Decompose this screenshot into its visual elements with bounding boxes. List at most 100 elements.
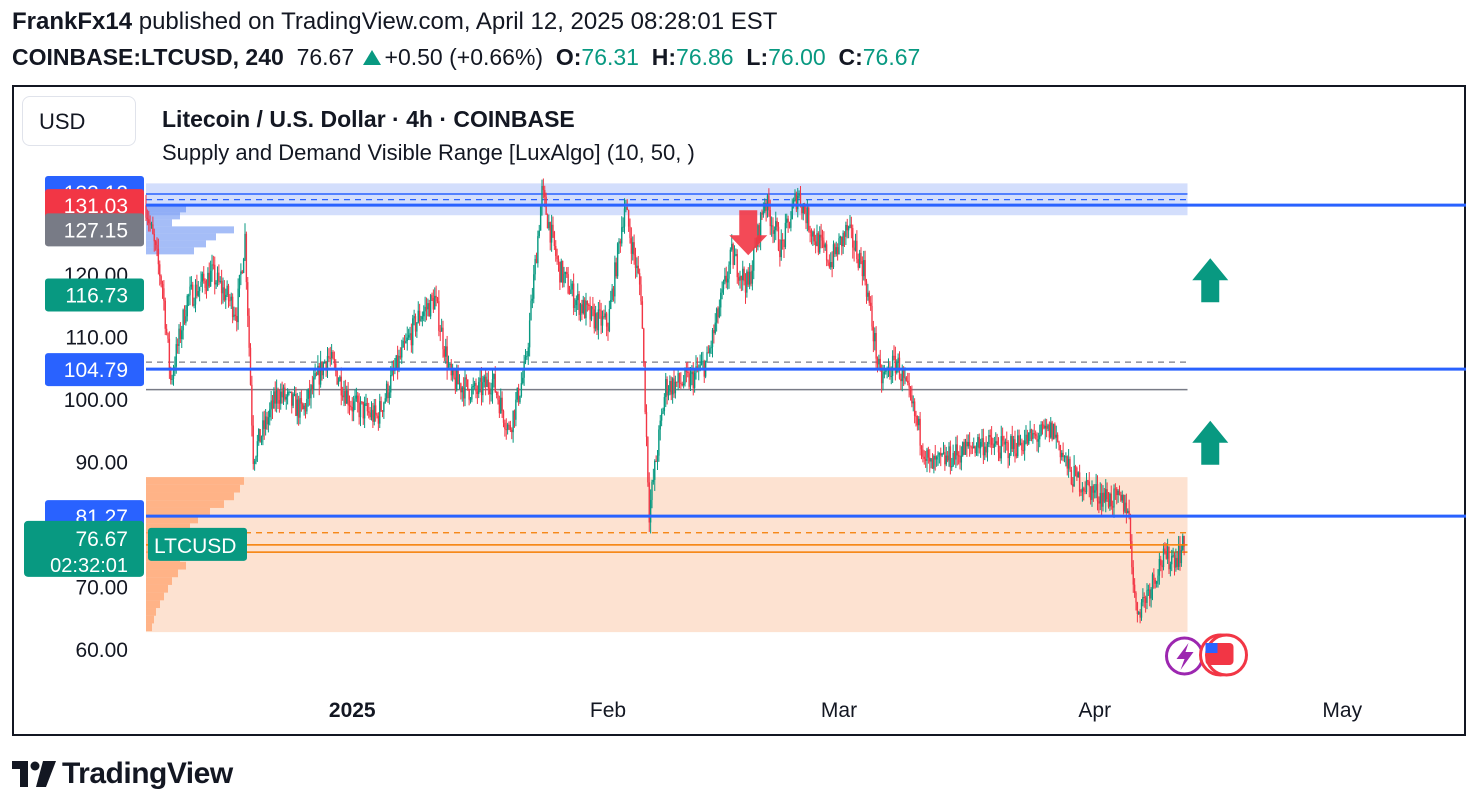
candle-body [941,453,943,456]
candle-body [1116,488,1118,496]
candle-body [1128,510,1130,518]
candle-body [384,398,386,403]
candle-body [1139,612,1141,618]
candle-body [387,383,389,399]
candle-body [924,458,927,461]
y-tick-label: 60.00 [75,639,128,662]
candle-body [1025,434,1027,441]
arrow-down-icon[interactable] [729,210,768,256]
candle-body [428,303,430,317]
candle-body [989,435,991,438]
candle-body [1062,452,1064,457]
candle-body [236,316,238,323]
candle-body [519,396,521,403]
candle-body [1171,555,1173,565]
currency-button[interactable]: USD [22,96,136,146]
candle-body [1074,466,1077,468]
candle-body [542,185,545,191]
candle-body [1052,424,1055,440]
candle-body [1168,546,1170,570]
candle-body [1143,596,1145,598]
indicator-label[interactable]: Supply and Demand Visible Range [LuxAlgo… [162,140,695,165]
candle-body [942,452,945,454]
candle-body [306,398,308,412]
candle-body [622,226,624,228]
candle-body [508,424,510,426]
candle-body [479,377,481,382]
candle-body [262,420,264,437]
demand-profile-bar [146,584,168,593]
candle-body [814,241,817,246]
candle-body [742,268,744,281]
candle-body [915,415,917,417]
candle-body [487,379,490,389]
candle-body [643,328,645,362]
candle-body [971,447,974,449]
candle-body [813,231,815,242]
candle-body [561,260,564,283]
candle-body [175,344,177,367]
candle-body [806,207,809,224]
candle-body [490,393,492,395]
current-price-badge [24,520,144,577]
arrow-up-icon[interactable] [1192,258,1229,303]
candle-body [149,223,151,225]
candle-body [827,260,829,263]
arrow-up-icon[interactable] [1192,420,1229,465]
candle-body [1124,502,1126,512]
candle-body [737,277,740,281]
candle-body [607,326,609,332]
candle-body [146,217,149,220]
candle-body [1037,439,1040,442]
candle-body [291,391,293,406]
candle-body [304,405,307,412]
candle-body [537,236,539,264]
candle-body [560,260,562,283]
candle-body [1067,458,1070,469]
candle-body [599,309,601,311]
candle-body [1127,510,1129,514]
candle-body [831,261,833,268]
candle-body [751,270,754,284]
candle-body [197,291,199,296]
candle-body [847,226,850,231]
candle-body [773,230,776,234]
candle-body [161,283,164,289]
candle-body [621,227,623,244]
candle-body [604,313,606,318]
y-tick-label: 110.00 [65,327,128,350]
candle-body [223,287,226,301]
supply-profile-bar [146,205,186,213]
candle-body [297,399,300,418]
candle-body [770,225,773,227]
candle-body [473,382,476,386]
candle-body [1122,494,1125,512]
candle-body [491,379,494,394]
candle-body [238,275,241,289]
candle-body [1155,581,1158,584]
candle-body [874,333,876,342]
candle-body [319,361,322,385]
candle-body [193,304,195,306]
tradingview-logo[interactable]: TradingView [12,756,233,792]
candle-body [835,247,837,255]
candle-body [817,233,820,253]
candle-body [434,295,436,310]
candle-body [376,414,378,416]
candle-body [475,382,477,392]
candle-body [530,300,532,321]
candle-body [483,376,485,383]
candle-body [937,454,939,457]
candle-body [515,399,517,420]
candle-body [967,441,969,447]
candle-body [687,371,689,373]
candle-body [589,305,591,320]
x-tick-label: May [1322,699,1362,722]
price-label-text: 116.73 [65,284,128,307]
supply-profile-bar [146,240,206,248]
candle-body [351,407,353,412]
candle-body [647,436,649,483]
candle-body [1110,493,1112,507]
author-name[interactable]: FrankFx14 [12,8,133,35]
